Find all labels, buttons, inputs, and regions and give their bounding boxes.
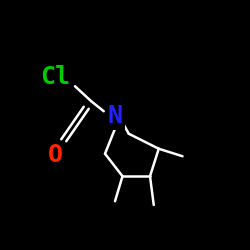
Text: Cl: Cl xyxy=(40,66,70,90)
Text: N: N xyxy=(108,104,122,128)
Text: O: O xyxy=(48,143,62,167)
